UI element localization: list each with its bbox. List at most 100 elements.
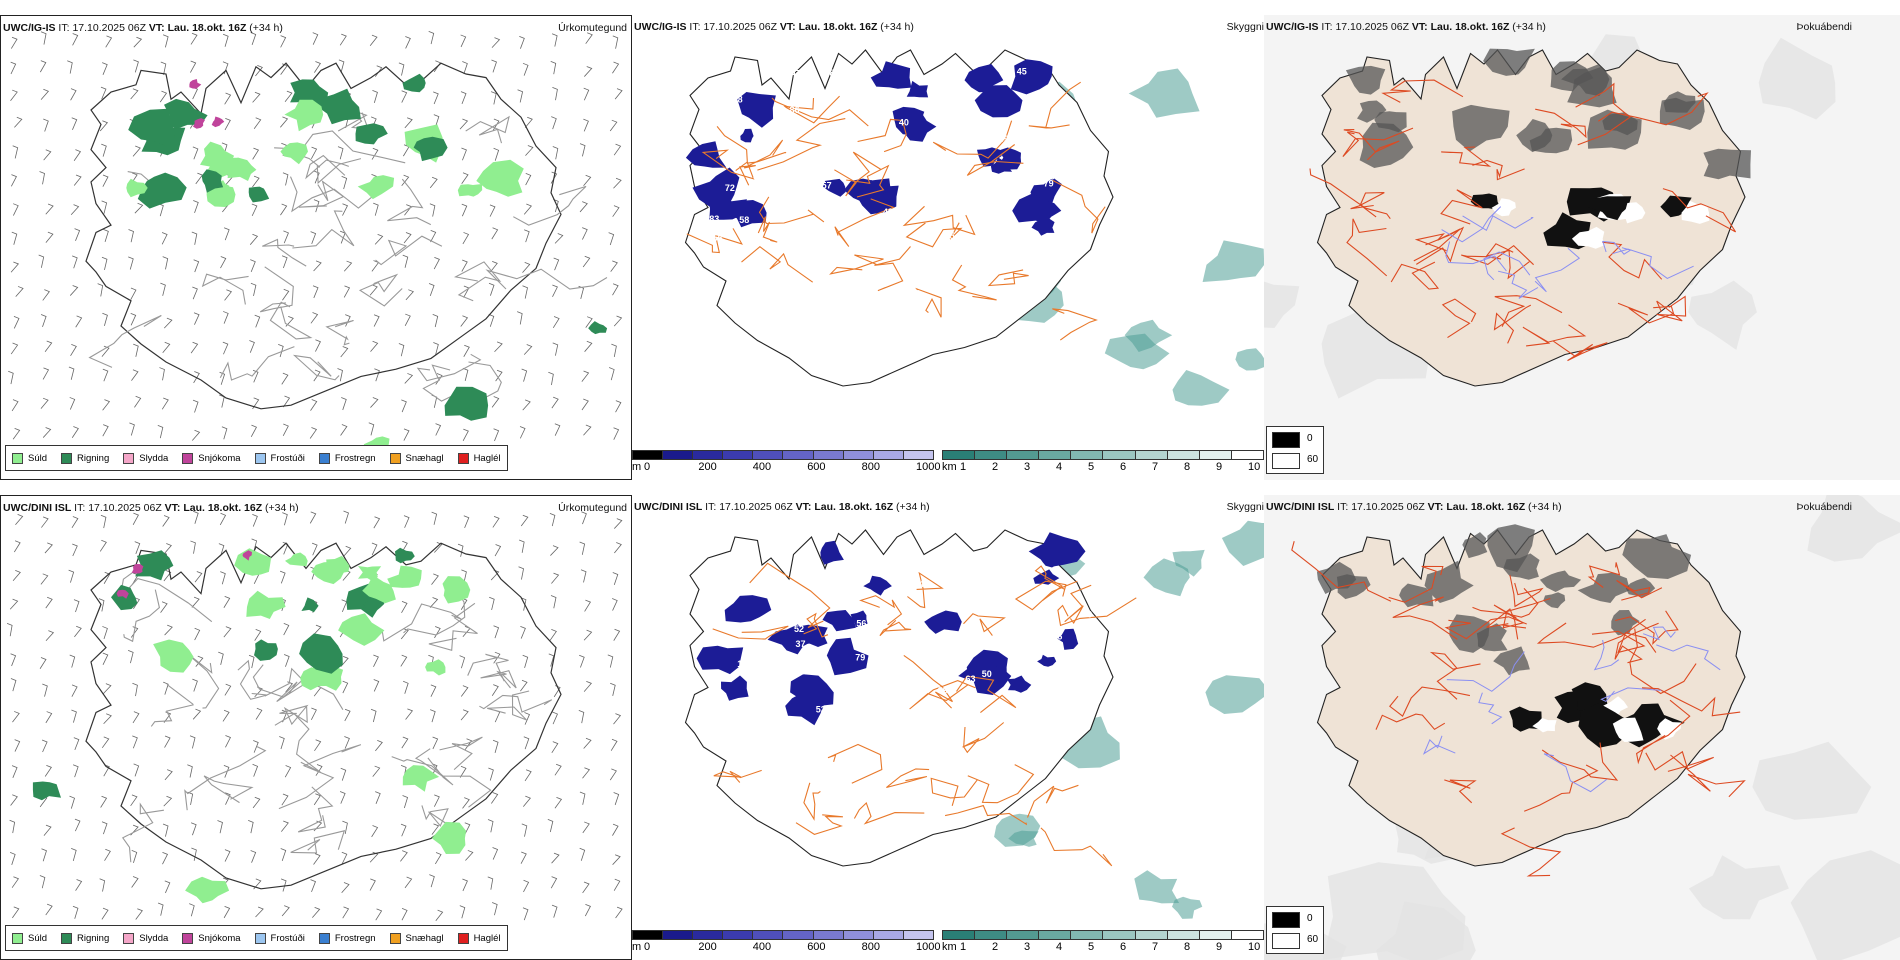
wind-barb (163, 257, 168, 270)
scale-tick-label: 8 (1184, 461, 1190, 473)
scale-cell (783, 450, 813, 460)
scale-unit: m (632, 461, 641, 473)
wind-barb (163, 342, 170, 353)
wind-barb (135, 203, 143, 213)
wind-barb (102, 822, 107, 834)
scale-cell (874, 450, 904, 460)
wind-barb (314, 854, 321, 865)
scale-tick-label: 800 (862, 461, 880, 473)
wind-barb (436, 424, 441, 436)
wind-barb (517, 312, 522, 325)
wind-barb (493, 847, 498, 859)
wind-barb (520, 680, 527, 691)
wind-barb (42, 684, 47, 697)
wind-barb (551, 117, 556, 129)
wind-barb (220, 572, 225, 585)
wind-barb (525, 145, 532, 155)
scale-cell (1200, 450, 1232, 460)
wind-barb (158, 903, 163, 916)
wind-barb (609, 233, 614, 245)
rain-area (445, 387, 489, 421)
legend-swatch (255, 453, 266, 464)
wind-barb (370, 397, 377, 407)
wind-barb (491, 92, 496, 105)
wind-barb (253, 764, 258, 776)
wind-barb (41, 315, 46, 327)
ceiling-label: 63 (966, 674, 976, 684)
wind-barb (193, 709, 200, 719)
wind-barb (71, 344, 77, 355)
wind-barb (580, 848, 585, 861)
wind-barb (522, 286, 527, 299)
ceiling-label: 84 (906, 251, 916, 261)
wind-barb (13, 146, 18, 159)
wind-barb (15, 514, 22, 524)
visibility-map-dini: 7176924550525354427966705385427940608110… (632, 495, 1264, 960)
wind-barb (279, 736, 284, 749)
wind-barb (522, 369, 527, 382)
ceiling-label: 86 (830, 68, 840, 78)
wind-barb (610, 769, 616, 780)
drizzle-area (246, 591, 285, 619)
ceiling-label: 70 (1082, 610, 1092, 620)
scale-cell (1039, 450, 1071, 460)
legend-swatch (458, 933, 469, 944)
ceiling-label: 89 (938, 686, 948, 696)
wind-barb (193, 200, 198, 212)
wind-barb (553, 343, 558, 356)
wind-barb (46, 904, 52, 915)
wind-barb (461, 35, 466, 47)
wind-barb (614, 714, 621, 725)
wind-barb (585, 341, 592, 351)
wind-barb (224, 627, 231, 638)
wind-barb (523, 908, 528, 920)
wind-barb (583, 425, 590, 435)
wind-barb (492, 38, 500, 48)
wind-barb (105, 849, 111, 860)
wind-barb (280, 117, 287, 127)
wind-barb (220, 256, 225, 268)
scale-tick-label: 5 (1088, 941, 1094, 953)
wind-barb (128, 650, 133, 663)
wind-barb (255, 687, 263, 697)
panel-title-precip: Úrkomutegund (558, 22, 627, 34)
legend-label: Súld (28, 933, 47, 944)
scale-cell (814, 930, 844, 940)
wind-barb (14, 117, 21, 127)
scale-tick-label: 200 (698, 941, 716, 953)
wind-barb (489, 314, 494, 326)
wind-barb (106, 36, 112, 47)
wind-barb (524, 204, 531, 214)
wind-barb (163, 516, 169, 527)
wind-barb (429, 31, 434, 44)
wind-barb (102, 737, 109, 748)
wind-barb (249, 340, 254, 352)
wind-barb (311, 147, 316, 159)
scale-tick-label: 10 (1248, 941, 1260, 953)
wind-barb (191, 342, 198, 353)
road-line (260, 267, 293, 312)
wind-barb (554, 258, 559, 270)
wind-barb (133, 712, 139, 723)
scale-cell (1007, 450, 1039, 460)
scale-cell (1168, 930, 1200, 940)
wind-barb (103, 425, 108, 437)
legend-item: Snæhagl (390, 933, 444, 944)
wind-barb (611, 739, 617, 750)
wind-barb (462, 204, 467, 216)
wind-barb (552, 853, 559, 863)
wind-barb (616, 401, 621, 413)
scale-tick-label: 7 (1152, 941, 1158, 953)
ceiling-label: 54 (940, 713, 950, 723)
wind-barb (102, 313, 107, 326)
legend-label: Frostregn (335, 933, 376, 944)
wind-barb (70, 397, 75, 409)
ceiling-label: 49 (883, 207, 893, 217)
legend-label: Rigning (77, 453, 109, 464)
road-line (279, 745, 361, 809)
wind-barb (614, 316, 621, 326)
wind-barb (224, 596, 230, 607)
rain-area (254, 639, 278, 661)
legend-item: Snjókoma (182, 453, 240, 464)
wind-barb (284, 654, 289, 666)
